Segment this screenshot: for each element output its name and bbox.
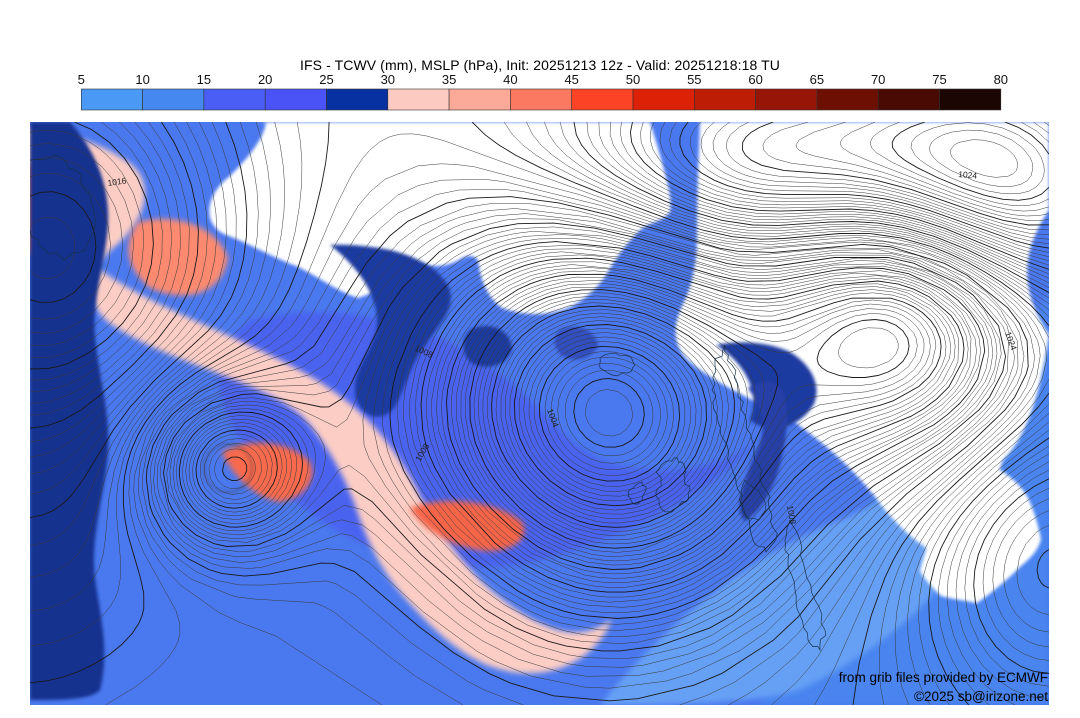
svg-text:20: 20 bbox=[258, 72, 272, 87]
svg-text:10: 10 bbox=[135, 72, 149, 87]
svg-text:65: 65 bbox=[810, 72, 824, 87]
svg-text:15: 15 bbox=[197, 72, 211, 87]
svg-text:5: 5 bbox=[78, 72, 85, 87]
svg-text:40: 40 bbox=[503, 72, 517, 87]
svg-text:75: 75 bbox=[932, 72, 946, 87]
svg-text:50: 50 bbox=[626, 72, 640, 87]
svg-text:35: 35 bbox=[442, 72, 456, 87]
svg-text:60: 60 bbox=[748, 72, 762, 87]
svg-text:70: 70 bbox=[871, 72, 885, 87]
svg-text:80: 80 bbox=[994, 72, 1008, 87]
svg-text:30: 30 bbox=[381, 72, 395, 87]
svg-text:55: 55 bbox=[687, 72, 701, 87]
svg-text:45: 45 bbox=[564, 72, 578, 87]
svg-text:25: 25 bbox=[319, 72, 333, 87]
svg-text:1024: 1024 bbox=[958, 169, 978, 181]
